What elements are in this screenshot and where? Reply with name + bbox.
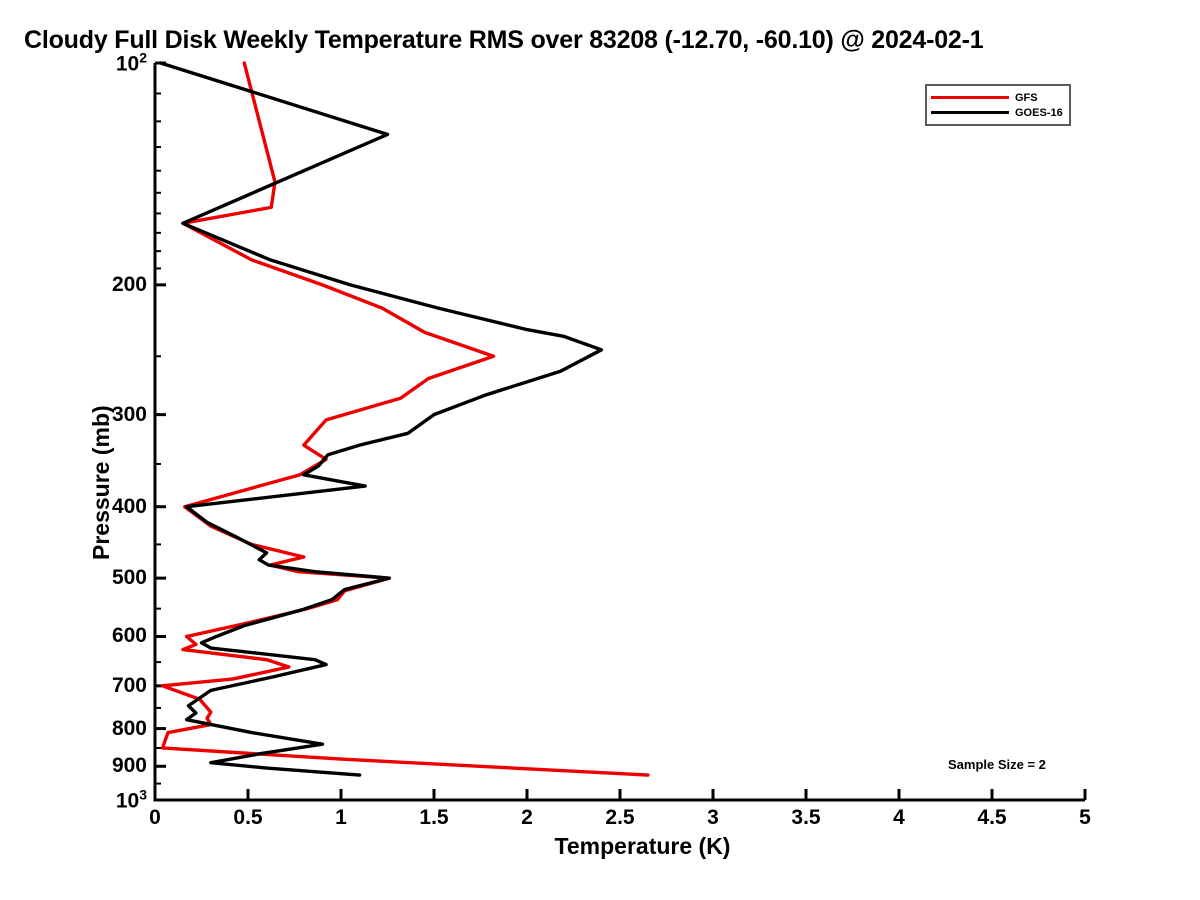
- x-tick-label: 2: [521, 806, 533, 829]
- y-tick-label: 300: [111, 402, 147, 426]
- y-tick-label: 500: [111, 566, 147, 590]
- x-axis-label-text: Temperature (K): [554, 833, 731, 859]
- x-tick-label: 0.5: [233, 806, 263, 829]
- x-tick-label: 4.5: [977, 806, 1007, 829]
- chart-legend: GFS GOES-16: [925, 84, 1071, 126]
- x-tick-label: 3: [707, 806, 719, 829]
- legend-item-gfs: GFS: [931, 90, 1063, 105]
- x-tick-label: 2.5: [605, 806, 635, 829]
- sample-size-annotation: Sample Size = 2: [948, 757, 1046, 772]
- x-tick-label: 1: [335, 806, 347, 829]
- y-tick-label: 102: [115, 49, 147, 76]
- series-line-goes-16: [158, 61, 604, 777]
- legend-item-goes16: GOES-16: [931, 105, 1063, 120]
- x-tick-label: 1.5: [419, 806, 449, 829]
- x-axis-label: Temperature (K): [0, 833, 1200, 860]
- y-tick-label: 800: [111, 716, 147, 740]
- x-tick-label: 4: [893, 806, 905, 829]
- legend-label-gfs: GFS: [1015, 91, 1038, 104]
- series-line-gfs: [160, 61, 650, 777]
- y-tick-label: 700: [111, 673, 147, 697]
- chart-title: Cloudy Full Disk Weekly Temperature RMS …: [24, 26, 984, 54]
- x-tick-label: 0: [149, 806, 161, 829]
- legend-label-goes16: GOES-16: [1015, 106, 1063, 119]
- y-tick-label: 600: [111, 624, 147, 648]
- x-tick-label: 5: [1079, 806, 1091, 829]
- legend-swatch-gfs: [931, 96, 1009, 99]
- y-tick-label: 200: [111, 272, 147, 296]
- y-tick-label: 900: [111, 754, 147, 778]
- y-tick-label: 400: [111, 494, 147, 518]
- x-tick-label: 3.5: [791, 806, 821, 829]
- y-tick-label: 103: [115, 786, 147, 813]
- legend-swatch-goes16: [931, 111, 1009, 114]
